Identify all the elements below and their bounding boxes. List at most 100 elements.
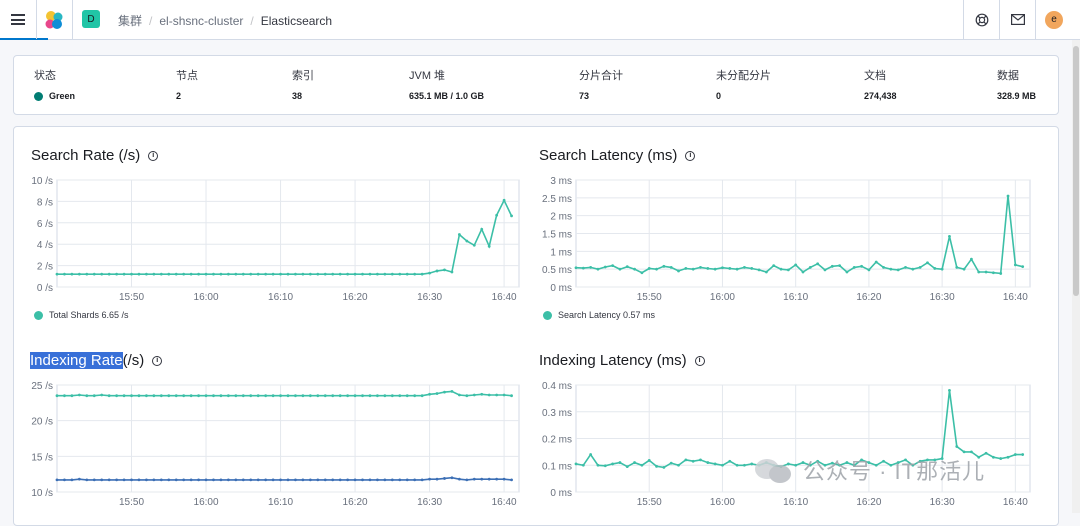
newsfeed-button[interactable] — [1000, 0, 1036, 39]
data-point — [647, 459, 651, 462]
data-point — [450, 476, 454, 480]
data-point — [845, 270, 849, 274]
elastic-logo-icon[interactable] — [44, 10, 64, 30]
data-point — [122, 394, 126, 398]
data-point — [743, 463, 746, 467]
breadcrumb-clusters[interactable]: 集群 — [118, 14, 143, 28]
data-point — [63, 394, 66, 398]
data-point — [271, 272, 275, 276]
search-latency-chart[interactable]: 0 ms 0.5 ms 1 ms 1.5 ms 2 ms 2.5 ms 3 ms 15:50 1… — [0, 0, 1080, 513]
data-point — [92, 394, 96, 398]
data-point — [368, 478, 372, 482]
data-point — [984, 270, 988, 274]
search-latency-legend[interactable]: Search Latency 0.57 ms — [543, 310, 655, 320]
breadcrumb-cluster[interactable]: el-shsnc-cluster — [159, 13, 244, 28]
wechat-icon — [755, 457, 793, 483]
info-icon[interactable]: i — [694, 355, 705, 366]
header-divider — [1035, 0, 1036, 39]
x-tick-label: 15:50 — [637, 292, 662, 303]
data-point — [234, 478, 238, 482]
data-point — [353, 394, 357, 398]
search-rate-title: Search Rate (/s) i — [31, 147, 159, 164]
data-point — [487, 244, 491, 248]
data-point — [970, 257, 973, 261]
x-tick-label: 16:10 — [268, 497, 293, 508]
data-point — [933, 458, 937, 462]
space-avatar[interactable]: D — [82, 10, 100, 28]
stat-total-shards: 分片合计 73 — [579, 67, 623, 101]
header-divider — [36, 0, 37, 39]
menu-button[interactable] — [0, 0, 36, 39]
data-point — [107, 272, 111, 276]
data-point — [204, 478, 208, 482]
data-point — [122, 272, 126, 276]
data-point — [145, 478, 148, 482]
data-point — [852, 463, 856, 467]
data-point — [55, 272, 59, 276]
data-point — [443, 477, 446, 480]
data-point — [435, 269, 439, 273]
data-point — [316, 272, 320, 276]
data-point — [100, 272, 104, 276]
data-point — [92, 272, 96, 276]
info-icon[interactable]: i — [152, 355, 163, 366]
data-point — [241, 272, 245, 276]
data-point — [383, 478, 387, 482]
indexing-latency-chart[interactable]: 0 ms 0.1 ms 0.2 ms 0.3 ms 0.4 ms 15:50 16:00 16… — [0, 0, 1080, 513]
page-scrollbar[interactable] — [1072, 40, 1080, 513]
data-point — [159, 394, 163, 398]
search-rate-legend[interactable]: Total Shards 6.65 /s — [34, 310, 129, 320]
breadcrumb-separator: / — [250, 13, 254, 28]
data-point — [838, 264, 842, 267]
series-line — [575, 390, 1023, 469]
data-point — [100, 478, 104, 482]
data-point — [286, 478, 290, 482]
help-button[interactable] — [964, 0, 1000, 39]
info-icon[interactable]: i — [148, 150, 159, 161]
stat-label: 文档 — [864, 70, 886, 82]
data-point — [241, 478, 245, 482]
search-rate-chart[interactable]: 0 /s 2 /s 4 /s 6 /s 8 /s 10 /s 15:50 16:00 16:10… — [0, 0, 1080, 513]
data-point — [241, 394, 245, 398]
stat-value: Green — [49, 91, 76, 101]
x-tick-label: 16:10 — [783, 497, 808, 508]
info-icon[interactable]: i — [685, 150, 696, 161]
data-point — [728, 459, 732, 463]
data-point — [1021, 265, 1025, 269]
stat-data-size: 数据 328.9 MB — [997, 67, 1036, 101]
data-point — [226, 272, 230, 276]
x-tick-label: 15:50 — [119, 497, 144, 508]
user-menu-button[interactable]: e — [1036, 0, 1072, 39]
data-point — [502, 198, 506, 202]
data-point — [728, 267, 732, 270]
x-tick-label: 16:20 — [856, 497, 881, 508]
scrollbar-thumb[interactable] — [1073, 46, 1079, 296]
stat-label: 节点 — [176, 70, 198, 82]
data-point — [130, 394, 133, 398]
data-point — [926, 261, 929, 265]
data-point — [137, 394, 141, 398]
data-point — [189, 272, 193, 276]
data-point — [219, 478, 223, 482]
data-point — [713, 267, 717, 271]
data-point — [991, 271, 995, 275]
data-point — [457, 233, 461, 236]
data-point — [77, 393, 81, 397]
data-point — [77, 477, 81, 481]
x-tick-label: 16:40 — [1003, 497, 1028, 508]
stat-label: JVM 堆 — [409, 70, 446, 82]
data-point — [346, 272, 350, 276]
data-point — [420, 272, 424, 276]
data-point — [977, 455, 981, 459]
y-tick-label: 1.5 ms — [542, 230, 572, 241]
data-point — [130, 478, 133, 482]
data-point — [472, 243, 476, 247]
data-point — [647, 267, 651, 270]
indexing-rate-chart[interactable]: 10 /s15 /s20 /s25 /s15:50 16:00 16:10 16:20… — [0, 0, 1080, 513]
data-point — [743, 265, 746, 269]
data-point — [279, 478, 282, 482]
data-point — [889, 463, 893, 467]
data-point — [480, 227, 484, 231]
data-point — [786, 462, 790, 466]
data-point — [867, 461, 871, 464]
